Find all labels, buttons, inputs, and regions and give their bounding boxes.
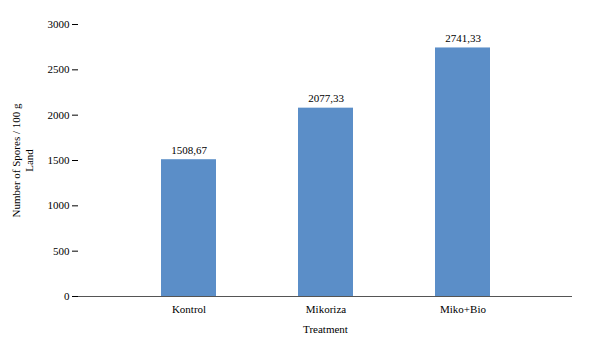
svg-text:2077,33: 2077,33 (308, 92, 344, 104)
svg-text:1500: 1500 (48, 154, 71, 166)
svg-text:0: 0 (64, 290, 70, 302)
svg-text:Treatment: Treatment (303, 323, 348, 335)
svg-text:2741,33: 2741,33 (445, 32, 481, 44)
svg-text:Kontrol: Kontrol (172, 303, 206, 315)
svg-text:2000: 2000 (48, 109, 71, 121)
svg-text:3000: 3000 (48, 18, 71, 30)
svg-text:1000: 1000 (48, 199, 71, 211)
svg-text:500: 500 (53, 245, 70, 257)
svg-text:1508,67: 1508,67 (171, 144, 207, 156)
svg-text:Number of Spores / 100 gLand: Number of Spores / 100 gLand (10, 103, 35, 217)
svg-text:Miko+Bio: Miko+Bio (440, 303, 486, 315)
svg-text:2500: 2500 (48, 63, 71, 75)
svg-text:Mikoriza: Mikoriza (306, 303, 346, 315)
